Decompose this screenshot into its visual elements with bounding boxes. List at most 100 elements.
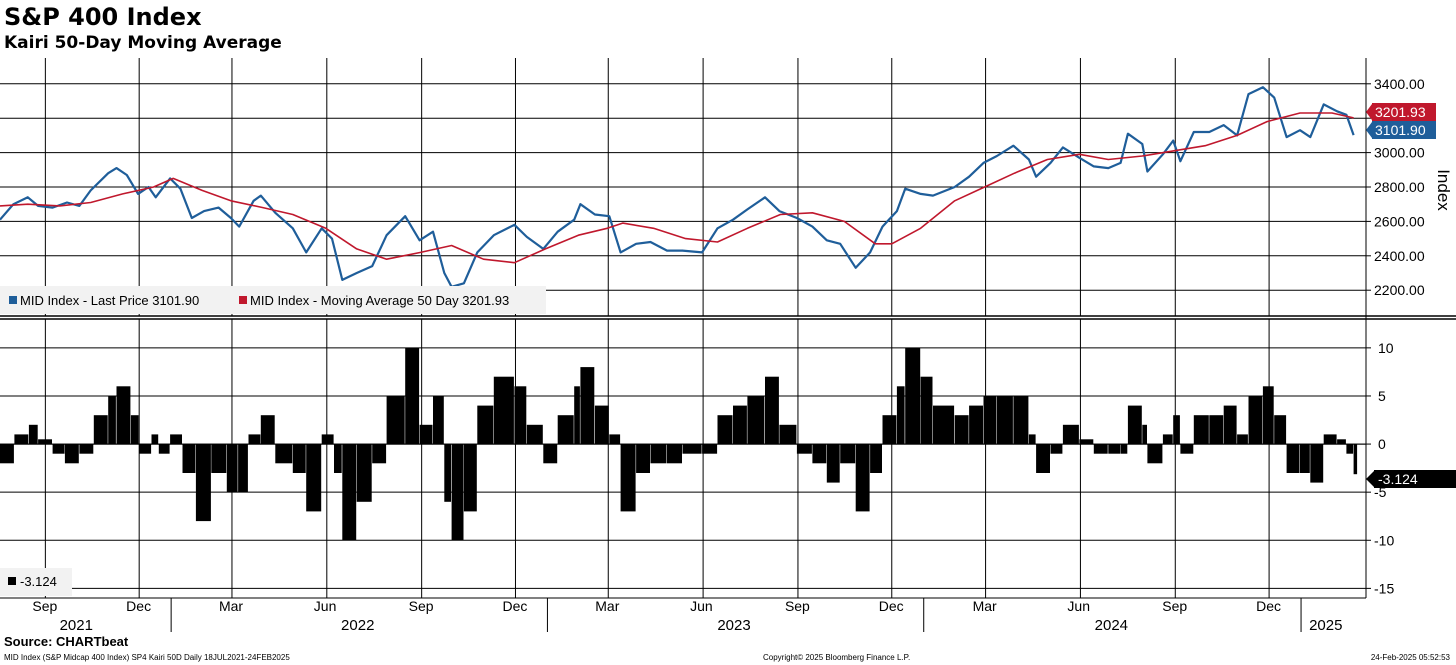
ma-last-value: 3201.93 bbox=[1375, 104, 1426, 120]
kairi-bar bbox=[969, 405, 983, 445]
kairi-bar bbox=[14, 434, 29, 444]
x-tick-label: Dec bbox=[126, 598, 151, 614]
kairi-bar bbox=[574, 386, 580, 444]
timestamp: 24-Feb-2025 05:52:53 bbox=[1370, 653, 1450, 662]
kairi-bar bbox=[211, 444, 227, 473]
x-year-label: 2023 bbox=[717, 617, 750, 632]
kairi-bar bbox=[158, 444, 170, 454]
x-tick-label: Sep bbox=[785, 598, 810, 614]
kairi-bar bbox=[306, 444, 322, 512]
kairi-bar bbox=[444, 444, 451, 502]
kairi-bar bbox=[0, 444, 14, 464]
axis-labels: Sep Dec Mar Jun Sep Dec Mar Jun Sep Dec Mar Jun Sep D… bbox=[32, 76, 1425, 632]
price-line bbox=[0, 86, 1355, 288]
kairi-bar bbox=[139, 444, 152, 454]
kairi-bar bbox=[1062, 424, 1079, 444]
x-tick-label: Jun bbox=[314, 598, 337, 614]
kairi-bar bbox=[870, 444, 882, 473]
kairi-bar bbox=[1108, 444, 1121, 454]
kairi-bar bbox=[260, 415, 275, 445]
kairi-bar bbox=[463, 444, 477, 512]
x-year-label: 2024 bbox=[1095, 617, 1128, 632]
kairi-bar bbox=[1337, 439, 1346, 445]
kairi-bar bbox=[609, 434, 621, 444]
kairi-bar bbox=[334, 444, 342, 473]
kairi-bar bbox=[702, 444, 718, 454]
y-axis-title: Index bbox=[1434, 169, 1453, 211]
kairi-bar bbox=[79, 444, 94, 454]
kairi-bar bbox=[1142, 424, 1147, 444]
legend-kairi-label: -3.124 bbox=[20, 574, 57, 589]
price-lines bbox=[0, 86, 1355, 288]
x-tick-label: Dec bbox=[502, 598, 527, 614]
price-last-pointer bbox=[1366, 122, 1372, 138]
panel-frame bbox=[0, 58, 1456, 599]
kairi-last-pointer bbox=[1366, 471, 1374, 487]
y-tick-label: 2400.00 bbox=[1374, 248, 1425, 264]
kairi-bar bbox=[983, 396, 997, 445]
kairi-bar bbox=[1028, 434, 1036, 444]
y-tick-label: -15 bbox=[1374, 580, 1394, 596]
x-tick-label: Mar bbox=[973, 598, 997, 614]
x-tick-label: Mar bbox=[595, 598, 619, 614]
x-tick-label: Sep bbox=[32, 598, 57, 614]
kairi-bar bbox=[840, 444, 856, 464]
y-tick-label: -5 bbox=[1374, 484, 1387, 500]
kairi-bar bbox=[650, 444, 667, 464]
kairi-bar bbox=[1079, 439, 1094, 445]
kairi-bar bbox=[812, 444, 827, 464]
kairi-bar bbox=[151, 434, 159, 444]
kairi-bar bbox=[733, 405, 747, 445]
y-tick-label: 3000.00 bbox=[1374, 145, 1425, 161]
kairi-bar bbox=[1300, 444, 1310, 473]
kairi-bar bbox=[275, 444, 293, 464]
x-tick-label: Mar bbox=[219, 598, 243, 614]
kairi-bar bbox=[93, 415, 108, 445]
kairi-bar bbox=[182, 444, 196, 473]
kairi-bar bbox=[356, 444, 372, 502]
kairi-bar bbox=[920, 376, 933, 444]
ma-last-badge bbox=[1372, 103, 1436, 121]
legend-kairi-swatch bbox=[8, 577, 16, 585]
kairi-bar bbox=[419, 424, 433, 444]
kairi-bar bbox=[1013, 396, 1029, 445]
kairi-bar bbox=[905, 347, 921, 445]
kairi-bar bbox=[238, 444, 248, 493]
kairi-bar bbox=[580, 367, 595, 445]
kairi-bar bbox=[292, 444, 306, 473]
kairi-bar bbox=[557, 415, 574, 445]
kairi-last-badge bbox=[1374, 470, 1456, 488]
kairi-bars bbox=[0, 347, 1358, 541]
kairi-bar bbox=[514, 386, 527, 444]
kairi-bar bbox=[1323, 434, 1337, 444]
kairi-bar bbox=[765, 376, 779, 444]
chart-title: S&P 400 Index bbox=[4, 3, 202, 31]
kairi-bar bbox=[226, 444, 238, 493]
kairi-bar bbox=[594, 405, 609, 445]
kairi-bar bbox=[64, 444, 79, 464]
y-tick-label: 10 bbox=[1378, 340, 1394, 356]
kairi-bar bbox=[954, 415, 969, 445]
legend-ma-label: MID Index - Moving Average 50 Day 3201.9… bbox=[250, 293, 509, 308]
series-description: MID Index (S&P Midcap 400 Index) SP4 Kai… bbox=[4, 653, 290, 662]
kairi-bar bbox=[451, 444, 464, 541]
kairi-bar bbox=[747, 396, 765, 445]
kairi-bar bbox=[882, 415, 897, 445]
kairi-bar bbox=[116, 386, 131, 444]
kairi-bar bbox=[1248, 396, 1263, 445]
kairi-last-value: -3.124 bbox=[1378, 471, 1418, 487]
x-tick-label: Dec bbox=[879, 598, 904, 614]
kairi-bar bbox=[405, 347, 420, 445]
kairi-bar bbox=[636, 444, 650, 473]
kairi-bar bbox=[195, 444, 211, 522]
kairi-bar bbox=[1193, 415, 1209, 445]
y-tick-label: 2600.00 bbox=[1374, 213, 1425, 229]
kairi-bar bbox=[1223, 405, 1237, 445]
ma-last-pointer bbox=[1366, 104, 1372, 120]
y-tick-label: 2200.00 bbox=[1374, 282, 1425, 298]
source-note: Source: CHARTbeat bbox=[4, 634, 129, 649]
x-tick-label: Jun bbox=[1067, 598, 1090, 614]
kairi-bar bbox=[433, 396, 444, 445]
kairi-bar bbox=[779, 424, 797, 444]
kairi-bar bbox=[493, 376, 514, 444]
